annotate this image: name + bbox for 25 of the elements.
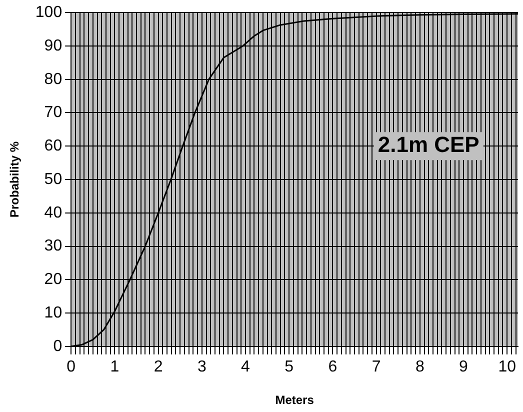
- x-tick-label: 9: [459, 358, 468, 376]
- y-tick-label: 10: [44, 304, 62, 322]
- y-tick-label: 90: [44, 37, 62, 54]
- y-axis-title: Probability %: [8, 141, 22, 218]
- x-tick-label: 0: [66, 358, 76, 376]
- y-tick-label: 30: [44, 238, 62, 255]
- annotation: 2.1m CEP: [378, 132, 480, 158]
- y-tick-label: 80: [44, 70, 62, 88]
- y-tick-label: 40: [44, 204, 62, 222]
- x-tick-label: 7: [372, 358, 381, 376]
- y-tick-label: 100: [35, 4, 62, 22]
- x-axis-title: Meters: [275, 393, 314, 408]
- y-tick-label: 0: [53, 338, 62, 355]
- x-tick-label: 1: [110, 358, 120, 376]
- x-tick-label: 3: [197, 358, 206, 376]
- x-tick-label: 5: [284, 358, 294, 376]
- y-tick-label: 70: [44, 104, 62, 122]
- x-tick-label: 10: [498, 358, 516, 376]
- y-tick-label: 20: [44, 271, 62, 288]
- y-tick-label: 60: [44, 138, 62, 155]
- x-tick-label: 6: [328, 358, 338, 376]
- y-tick-label: 50: [44, 170, 62, 188]
- x-tick-label: 8: [415, 358, 424, 376]
- x-tick-label: 4: [241, 358, 250, 376]
- x-tick-label: 2: [154, 358, 163, 376]
